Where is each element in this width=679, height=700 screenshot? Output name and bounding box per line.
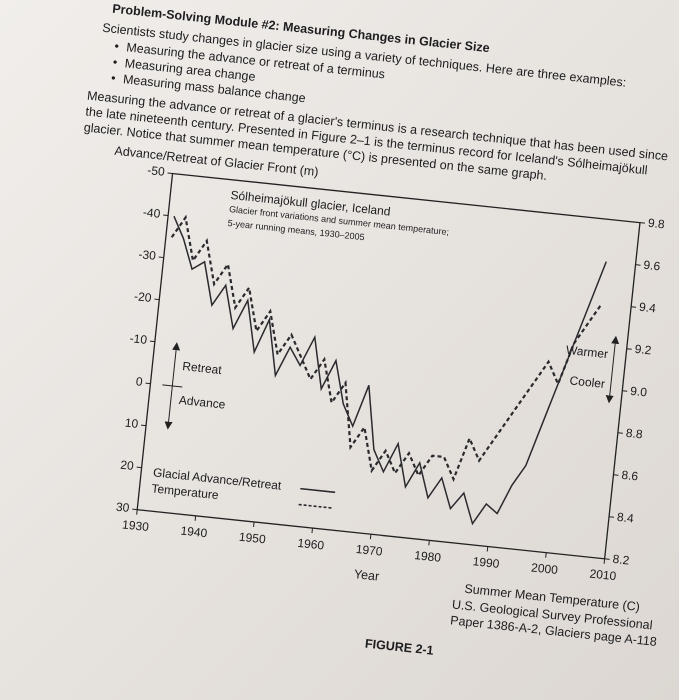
y-tick-label: -30	[138, 247, 157, 263]
y2-tick-label: 8.8	[625, 426, 643, 442]
y2-tick	[626, 348, 632, 350]
x-tick	[486, 546, 489, 552]
x-tick-label: 1980	[414, 548, 442, 565]
advance-arrow	[164, 385, 173, 430]
y-tick	[145, 382, 151, 385]
y2-tick	[639, 222, 645, 224]
y-tick-label: 20	[120, 458, 135, 473]
y-tick-label: -20	[133, 289, 152, 305]
y-tick-label: 30	[115, 500, 130, 515]
y2-tick-label: 9.0	[630, 384, 648, 400]
x-tick	[603, 558, 606, 564]
bullet-dot: •	[112, 55, 118, 69]
y2-tick-label: 8.2	[612, 552, 630, 568]
y-tick	[141, 424, 147, 427]
legend-swatch	[300, 487, 336, 494]
y2-tick	[631, 306, 637, 308]
annotation: Advance	[178, 393, 226, 412]
y2-tick	[635, 264, 641, 266]
y2-tick	[617, 432, 623, 434]
x-tick-label: 1940	[180, 524, 208, 541]
y-tick	[149, 340, 155, 343]
y2-tick-label: 9.6	[643, 258, 661, 274]
y-tick	[158, 256, 164, 259]
legend-swatch	[298, 503, 334, 509]
x-tick-label: 1960	[297, 536, 325, 553]
y2-tick-label: 8.4	[616, 510, 634, 526]
x-axis-title: Year	[353, 567, 380, 584]
y-tick	[167, 172, 173, 175]
y2-tick	[622, 390, 628, 392]
x-tick-label: 1970	[355, 542, 383, 559]
x-tick-label: 2000	[530, 560, 558, 577]
y-tick-label: -40	[142, 205, 161, 221]
x-tick	[428, 540, 430, 546]
warmer-arrow	[611, 335, 620, 370]
x-tick-label: 1990	[472, 554, 500, 571]
y-tick	[132, 508, 138, 511]
y-tick	[136, 466, 142, 469]
y2-tick	[604, 558, 610, 560]
y2-tick-label: 9.8	[647, 216, 665, 232]
cooler-arrow	[605, 369, 614, 404]
y-tick-label: 10	[124, 416, 139, 431]
bullet-dot: •	[114, 39, 120, 53]
y-tick	[163, 214, 169, 217]
y2-tick	[608, 516, 615, 518]
y-tick-label: -10	[129, 331, 148, 347]
annotation: Warmer	[565, 343, 608, 361]
x-tick-label: 1950	[238, 530, 266, 547]
x-tick	[136, 509, 138, 515]
bullet-dot: •	[110, 71, 116, 85]
y-tick-label: -50	[147, 163, 166, 179]
retreat-arrow	[171, 342, 181, 386]
x-tick	[194, 515, 197, 521]
arrow-base	[162, 384, 183, 388]
y2-tick	[613, 474, 619, 476]
x-tick-label: 2010	[589, 567, 617, 584]
x-tick	[545, 552, 547, 558]
x-tick	[253, 521, 255, 527]
y2-tick-label: 9.2	[634, 342, 652, 358]
y-tick	[154, 298, 160, 301]
series-line	[173, 215, 607, 526]
x-tick	[369, 534, 372, 540]
y2-tick-label: 9.4	[638, 300, 656, 316]
annotation: Retreat	[182, 359, 223, 377]
y-tick-label: 0	[135, 374, 143, 389]
x-tick	[311, 528, 313, 534]
x-tick-label: 1930	[121, 517, 149, 534]
annotation: Cooler	[569, 373, 606, 391]
y2-tick-label: 8.6	[621, 468, 639, 484]
